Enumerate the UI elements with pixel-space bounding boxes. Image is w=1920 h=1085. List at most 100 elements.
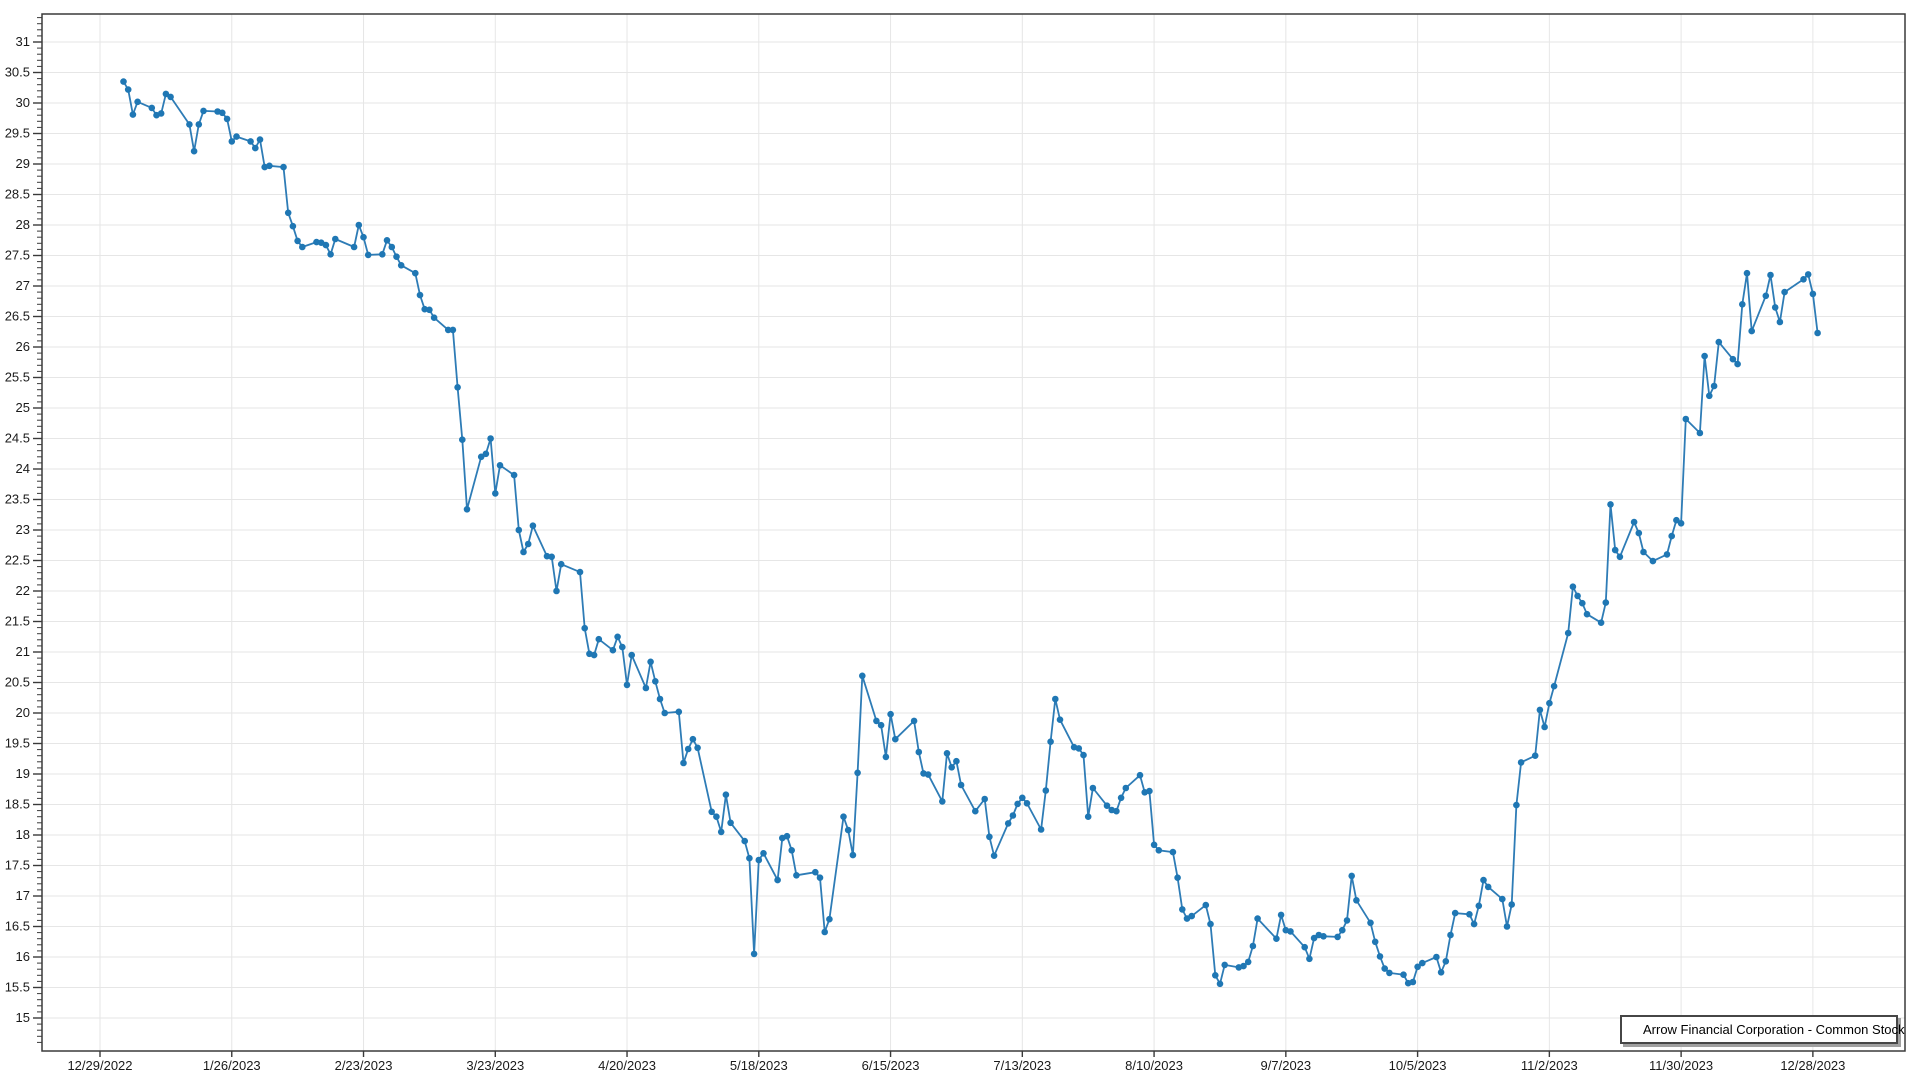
data-point [1550, 682, 1558, 690]
data-point [1056, 716, 1064, 723]
data-point [1103, 802, 1111, 809]
data-point [1574, 592, 1581, 600]
y-axis-label: 26 [16, 339, 30, 354]
y-axis-label: 15.5 [5, 980, 30, 995]
data-point [190, 147, 198, 155]
data-point [280, 163, 287, 171]
x-axis-label: 2/23/2023 [335, 1058, 393, 1073]
data-point [750, 950, 758, 958]
data-point [1470, 920, 1478, 928]
data-point [355, 221, 363, 229]
data-point [332, 235, 339, 243]
data-point [1748, 327, 1755, 335]
data-point [1320, 933, 1327, 940]
data-point [1146, 787, 1153, 795]
legend: Arrow Financial Corporation - Common Sto… [1620, 1015, 1905, 1044]
data-point [157, 110, 165, 117]
data-point [492, 490, 499, 497]
data-point [892, 735, 899, 743]
data-point [1616, 553, 1624, 561]
data-point [459, 436, 466, 444]
x-axis-label: 3/23/2023 [466, 1058, 524, 1073]
data-point [628, 651, 635, 659]
data-point [1287, 928, 1294, 935]
x-axis-label: 11/30/2023 [1649, 1058, 1713, 1073]
data-point [294, 237, 301, 245]
data-point [1122, 784, 1130, 792]
y-axis-label: 25 [16, 400, 30, 415]
y-axis-label: 28.5 [5, 187, 30, 202]
y-axis-label: 31 [16, 34, 30, 49]
data-point [487, 435, 494, 442]
data-point [1781, 288, 1788, 296]
data-point [1348, 872, 1355, 880]
data-point [1409, 978, 1417, 986]
data-point [1541, 723, 1548, 731]
data-point [322, 241, 330, 249]
data-point [1484, 883, 1492, 891]
data-point [1536, 706, 1544, 714]
data-point [859, 672, 866, 680]
data-point [1630, 518, 1638, 526]
data-point [524, 540, 532, 548]
data-point [1188, 912, 1195, 920]
data-point [910, 717, 918, 725]
data-point [463, 506, 471, 513]
x-axis-label: 6/15/2023 [862, 1058, 920, 1073]
data-point [1381, 965, 1388, 972]
data-point [1277, 911, 1285, 919]
data-point [510, 471, 518, 479]
data-point [200, 107, 207, 115]
y-axis-label: 18.5 [5, 797, 30, 812]
data-point [1729, 355, 1737, 363]
data-point [134, 98, 141, 106]
data-point [1809, 290, 1817, 298]
data-point [1371, 938, 1379, 946]
y-axis-label: 27 [16, 278, 30, 293]
x-axis-label: 12/29/2022 [67, 1058, 132, 1073]
data-point [1466, 911, 1473, 918]
data-point [186, 121, 193, 128]
y-axis-label: 24 [16, 461, 30, 476]
data-point [793, 872, 800, 879]
data-point [1004, 820, 1012, 827]
data-point [1023, 800, 1031, 807]
data-point [1273, 935, 1280, 942]
data-point [948, 764, 955, 771]
data-point [454, 384, 461, 391]
y-axis-label: 15 [16, 1010, 30, 1025]
data-point [1042, 787, 1050, 794]
data-point [642, 684, 650, 692]
data-point [943, 750, 951, 757]
data-point [1649, 557, 1657, 565]
y-axis-label: 27.5 [5, 248, 30, 263]
data-point [383, 237, 391, 244]
data-point [1240, 962, 1247, 970]
data-point [1583, 610, 1591, 618]
data-point [449, 326, 457, 334]
x-axis-label: 5/18/2023 [730, 1058, 788, 1073]
y-axis-label: 23.5 [5, 492, 30, 507]
data-point [1437, 969, 1445, 976]
data-point [924, 771, 932, 778]
data-point [760, 850, 767, 857]
data-point [529, 522, 537, 529]
data-point [788, 847, 795, 854]
data-point [694, 744, 701, 752]
y-axis-label: 22 [16, 583, 30, 598]
data-point [284, 209, 292, 217]
data-point [1503, 923, 1511, 930]
y-axis-label: 28 [16, 217, 30, 232]
data-point [647, 658, 654, 666]
data-point [1734, 360, 1741, 368]
data-point [840, 813, 847, 820]
data-point [887, 710, 894, 718]
data-point [1508, 901, 1515, 908]
y-axis-label: 20 [16, 705, 30, 720]
data-point [1673, 516, 1680, 524]
data-point [854, 769, 861, 777]
data-point [1212, 972, 1219, 979]
y-axis-label: 21.5 [5, 614, 30, 629]
